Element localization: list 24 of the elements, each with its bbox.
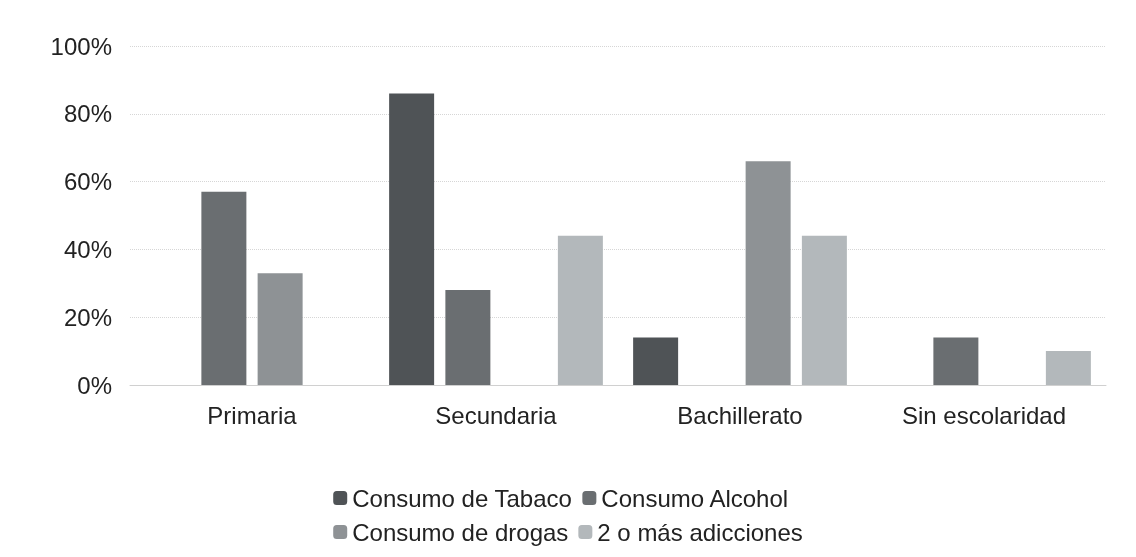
bar bbox=[389, 93, 435, 385]
legend-label: Consumo Alcohol bbox=[601, 484, 789, 512]
bar bbox=[933, 337, 979, 385]
x-tick-label: Bachillerato bbox=[677, 401, 803, 429]
y-tick-label: 80% bbox=[63, 100, 112, 128]
y-tick-label: 100% bbox=[50, 32, 112, 60]
legend-label: 2 o más adicciones bbox=[597, 518, 803, 546]
bar bbox=[257, 273, 303, 385]
y-tick-label: 40% bbox=[63, 235, 112, 263]
bar bbox=[201, 191, 247, 385]
bar bbox=[557, 235, 603, 385]
bar bbox=[1045, 351, 1091, 385]
y-tick-label: 60% bbox=[63, 168, 112, 196]
x-tick-label: Secundaria bbox=[435, 401, 558, 429]
legend-label: Consumo de drogas bbox=[352, 518, 569, 546]
y-tick-label: 0% bbox=[77, 371, 112, 399]
y-tick-label: 20% bbox=[63, 303, 112, 331]
bar bbox=[633, 337, 679, 385]
legend-label: Consumo de Tabaco bbox=[352, 484, 572, 512]
x-tick-label: Primaria bbox=[207, 401, 298, 429]
bar bbox=[801, 235, 847, 385]
bar bbox=[445, 290, 491, 385]
x-tick-label: Sin escolaridad bbox=[901, 401, 1067, 429]
bar bbox=[745, 161, 791, 385]
